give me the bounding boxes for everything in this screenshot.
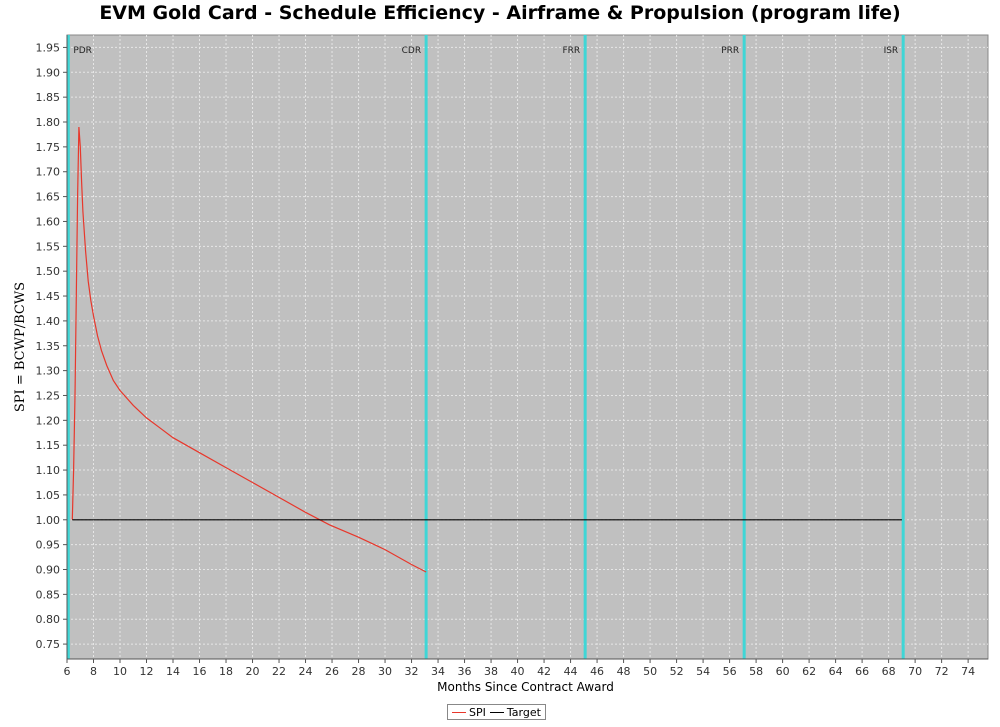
y-tick-label: 0.80	[36, 613, 61, 626]
series-layer	[71, 126, 902, 573]
x-tick-label: 72	[935, 665, 949, 678]
x-tick-label: 26	[325, 665, 339, 678]
y-tick-label: 1.20	[36, 414, 61, 427]
x-tick-label: 58	[749, 665, 763, 678]
y-tick-label: 1.45	[36, 290, 61, 303]
milestone-label-frr: FRR	[562, 46, 580, 56]
y-tick-label: 1.30	[36, 365, 61, 378]
y-tick-label: 1.25	[36, 389, 61, 402]
y-tick-label: 1.95	[36, 41, 61, 54]
legend: SPI Target	[447, 704, 546, 720]
x-tick-label: 64	[829, 665, 843, 678]
y-tick-label: 1.40	[36, 315, 61, 328]
x-tick-label: 36	[458, 665, 472, 678]
axes: 0.75 0.80 0.85 0.90 0.95 1.00 1.05 1.10 1.15 1.20…	[36, 35, 988, 678]
legend-label-spi: SPI	[469, 705, 486, 719]
x-tick-label: 32	[405, 665, 419, 678]
x-tick-label: 54	[696, 665, 710, 678]
y-tick-label: 1.60	[36, 215, 61, 228]
y-tick-label: 0.75	[36, 638, 61, 651]
y-tick-label: 1.90	[36, 66, 61, 79]
x-tick-label: 16	[193, 665, 207, 678]
x-tick-label: 18	[219, 665, 233, 678]
x-tick-label: 70	[908, 665, 922, 678]
y-tick-label: 0.90	[36, 564, 61, 577]
x-tick-label: 52	[670, 665, 684, 678]
y-tick-label: 1.55	[36, 240, 61, 253]
y-tick-label: 1.10	[36, 464, 61, 477]
y-tick-label: 1.75	[36, 141, 61, 154]
x-tick-label: 38	[484, 665, 498, 678]
y-tick-label: 1.00	[36, 514, 61, 527]
milestone-label-cdr: CDR	[402, 46, 421, 56]
y-tick-label: 1.15	[36, 439, 61, 452]
y-tick-label: 1.35	[36, 340, 61, 353]
x-tick-label: 28	[352, 665, 366, 678]
x-tick-label: 50	[643, 665, 657, 678]
x-tick-label: 66	[855, 665, 869, 678]
legend-swatch-target	[489, 711, 504, 713]
x-tick-label: 48	[617, 665, 631, 678]
series-line-spi	[71, 126, 427, 573]
x-tick-label: 56	[723, 665, 737, 678]
x-tick-label: 6	[64, 665, 71, 678]
milestone-lines: PDR CDR FRR PRR ISR	[66, 35, 905, 659]
x-tick-label: 40	[511, 665, 525, 678]
y-tick-label: 1.65	[36, 191, 61, 204]
y-tick-label: 1.80	[36, 116, 61, 129]
y-tick-label: 0.85	[36, 588, 61, 601]
milestone-label-pdr: PDR	[73, 46, 92, 56]
x-tick-label: 42	[537, 665, 551, 678]
y-tick-label: 1.05	[36, 489, 61, 502]
x-tick-label: 22	[272, 665, 286, 678]
x-tick-label: 12	[140, 665, 154, 678]
y-tick-label: 0.95	[36, 539, 61, 552]
legend-item-target: Target	[489, 705, 541, 719]
x-tick-label: 14	[166, 665, 180, 678]
chart-title: EVM Gold Card - Schedule Efficiency - Ai…	[99, 2, 901, 24]
x-tick-label: 24	[299, 665, 313, 678]
legend-swatch-spi	[452, 711, 466, 713]
x-axis-label: Months Since Contract Award	[437, 680, 614, 694]
milestone-label-isr: ISR	[884, 46, 899, 56]
x-tick-label: 44	[564, 665, 578, 678]
x-tick-label: 68	[882, 665, 896, 678]
x-tick-label: 60	[776, 665, 790, 678]
y-tick-label: 1.85	[36, 91, 61, 104]
x-tick-label: 34	[431, 665, 445, 678]
y-tick-label: 1.70	[36, 166, 61, 179]
plot-area	[66, 34, 989, 660]
x-tick-label: 30	[378, 665, 392, 678]
x-tick-label: 62	[802, 665, 816, 678]
x-tick-label: 10	[113, 665, 127, 678]
legend-item-spi: SPI	[452, 706, 486, 719]
x-tick-label: 74	[961, 665, 975, 678]
y-tick-label: 1.50	[36, 265, 61, 278]
x-tick-label: 8	[90, 665, 97, 678]
legend-label-target: Target	[506, 705, 541, 719]
x-tick-label: 46	[590, 665, 604, 678]
milestone-label-prr: PRR	[721, 46, 739, 56]
x-tick-label: 20	[246, 665, 260, 678]
y-axis-label: SPI = BCWP/BCWS	[13, 282, 28, 412]
